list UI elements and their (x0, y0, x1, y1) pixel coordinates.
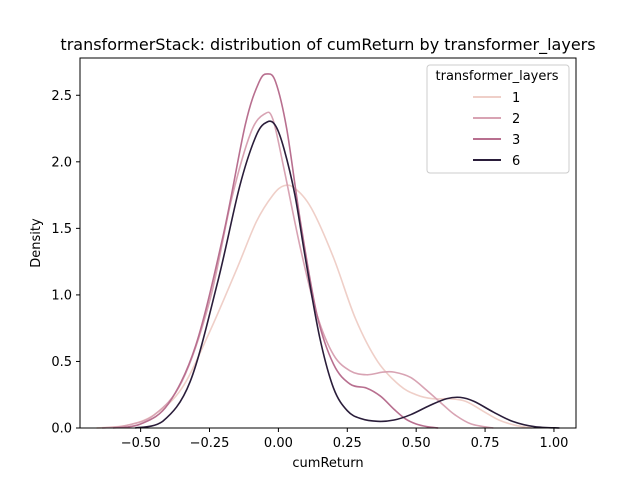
legend: transformer_layers 1 2 3 6 (426, 64, 570, 174)
series-line-1 (96, 184, 533, 429)
x-tick-label: 0.75 (471, 436, 500, 451)
x-axis: −0.50 −0.25 0.00 0.25 0.50 0.75 1.00 (121, 428, 568, 451)
legend-title: transformer_layers (436, 69, 559, 84)
x-tick-label: 0.50 (402, 436, 431, 451)
series-line-6 (134, 120, 560, 429)
x-tick-label: 0.25 (333, 436, 362, 451)
x-tick-label: −0.50 (121, 436, 161, 451)
y-axis-label: Density (29, 218, 44, 268)
x-tick-label: 1.00 (539, 436, 568, 451)
y-tick-label: 0.5 (51, 355, 72, 370)
chart-title: transformerStack: distribution of cumRet… (60, 35, 595, 55)
x-tick-label: −0.25 (190, 436, 230, 451)
x-tick-label: 0.00 (264, 436, 293, 451)
y-tick-label: 0.0 (51, 422, 72, 437)
legend-label-3: 3 (512, 133, 520, 148)
legend-label-6: 6 (512, 154, 520, 169)
y-tick-label: 1.0 (51, 288, 72, 303)
series-line-3 (112, 73, 439, 429)
legend-label-2: 2 (512, 112, 520, 127)
x-axis-label: cumReturn (292, 456, 363, 471)
y-tick-label: 1.5 (51, 222, 72, 237)
legend-label-1: 1 (512, 91, 520, 106)
y-axis: 0.0 0.5 1.0 1.5 2.0 2.5 (51, 89, 80, 437)
plot-frame (79, 57, 577, 429)
series-layer (96, 73, 560, 429)
legend-items: 1 2 3 6 (473, 91, 520, 169)
y-tick-label: 2.5 (51, 89, 72, 104)
y-tick-label: 2.0 (51, 155, 72, 170)
